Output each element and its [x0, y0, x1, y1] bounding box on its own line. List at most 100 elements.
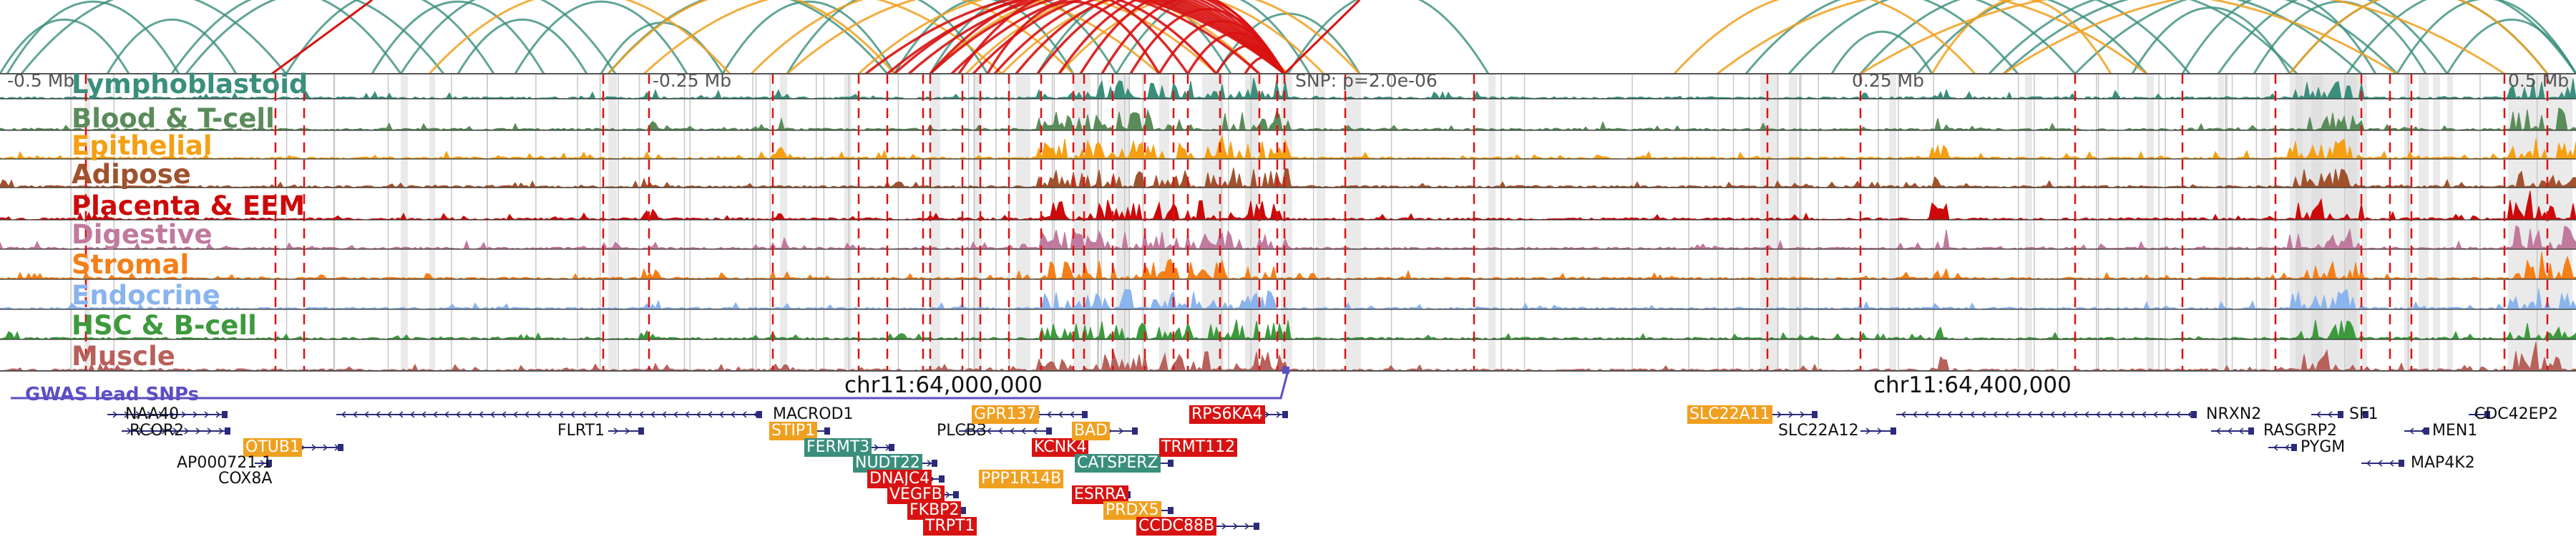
gene-chevron — [467, 411, 472, 418]
gene-men1[interactable]: MEN1 — [2432, 422, 2478, 440]
gene-chevron — [650, 411, 655, 418]
gene-exon — [960, 507, 966, 514]
gene-chevron — [478, 411, 484, 418]
interaction-arc-orange — [1058, 0, 1361, 75]
gene-models — [107, 411, 2490, 530]
gene-chevron — [1777, 411, 1782, 418]
shaded-region — [2361, 74, 2367, 371]
gene-slc22a12[interactable]: SLC22A12 — [1778, 422, 1859, 440]
gene-flrt1[interactable]: FLRT1 — [557, 422, 605, 440]
signal-track — [0, 289, 2576, 311]
gene-ppp1r14b[interactable]: PPP1R14B — [979, 470, 1064, 488]
shaded-region — [2433, 74, 2440, 371]
gene-pygm[interactable]: PYGM — [2301, 438, 2346, 456]
interaction-arc-red — [864, 0, 1286, 75]
gene-chevron — [398, 411, 404, 418]
gene-chevron — [127, 427, 132, 435]
track-label-adipose: Adipose — [72, 159, 191, 190]
gene-fermt3[interactable]: FERMT3 — [804, 438, 872, 457]
shaded-region — [429, 74, 435, 371]
gene-chevron — [409, 411, 415, 418]
gene-chevron — [524, 411, 530, 418]
gene-chevron — [696, 411, 701, 418]
gene-chevron — [1264, 411, 1270, 418]
gene-chevron — [615, 411, 621, 418]
interaction-arc-orange — [2288, 0, 2549, 74]
gene-chevron — [753, 411, 758, 418]
gene-gpr137[interactable]: GPR137 — [972, 405, 1039, 424]
gene-bad[interactable]: BAD — [1072, 422, 1111, 440]
shaded-region — [844, 74, 852, 371]
axis-tick-minus-0-5: -0.5 Mb — [7, 70, 75, 91]
locus-label-left: chr11:64,000,000 — [844, 372, 1043, 398]
interaction-arc-teal — [1859, 0, 2148, 74]
snp-lines — [84, 74, 2549, 371]
gene-prdx5[interactable]: PRDX5 — [1103, 501, 1161, 520]
gene-chevron — [341, 411, 346, 418]
gene-chevron — [535, 411, 541, 418]
gene-chevron — [2026, 411, 2032, 418]
gene-chevron — [963, 427, 969, 435]
gene-chevron — [975, 427, 980, 435]
gene-stip1[interactable]: STIP1 — [769, 422, 818, 440]
gene-chevron — [311, 444, 317, 451]
gene-chevron — [997, 427, 1003, 435]
gene-chevron — [195, 427, 201, 435]
gene-cox8a[interactable]: COX8A — [218, 470, 273, 488]
signal-track — [0, 225, 2576, 250]
gene-rcor2[interactable]: RCOR2 — [130, 422, 185, 440]
gene-fkbp2[interactable]: FKBP2 — [907, 501, 962, 520]
gene-ap000721-1[interactable]: AP000721.1 — [177, 454, 273, 472]
shaded-region — [401, 74, 408, 371]
gene-naa40[interactable]: NAA40 — [125, 405, 180, 423]
interaction-arc-orange — [1860, 0, 2398, 75]
gene-chevron — [1244, 523, 1250, 530]
gene-trmt112[interactable]: TRMT112 — [1159, 438, 1238, 457]
gene-rasgrp2[interactable]: RASGRP2 — [2263, 422, 2338, 440]
gene-chevron — [2377, 460, 2383, 467]
shaded-region — [1789, 74, 1797, 371]
shaded-region — [2218, 74, 2224, 371]
interaction-arc-orange — [750, 0, 1075, 75]
interaction-arc-teal — [1787, 0, 2077, 74]
gene-chevron — [1032, 427, 1038, 435]
gene-nudt22[interactable]: NUDT22 — [853, 454, 922, 473]
gene-chevron — [1958, 411, 1963, 418]
gene-slc22a11[interactable]: SLC22A11 — [1687, 405, 1772, 424]
gene-dnajc4[interactable]: DNAJC4 — [867, 470, 932, 488]
gene-chevron — [2049, 411, 2055, 418]
gene-chevron — [927, 460, 932, 467]
gene-esrra[interactable]: ESRRA — [1072, 485, 1128, 504]
gene-chevron — [1800, 411, 1805, 418]
gene-chevron — [260, 460, 265, 467]
gene-chevron — [2164, 411, 2170, 418]
gene-chevron — [2409, 427, 2414, 435]
gene-exon — [2191, 411, 2197, 418]
gene-chevron — [874, 444, 879, 451]
gene-chevron — [2316, 411, 2321, 418]
gene-trpt1[interactable]: TRPT1 — [923, 517, 977, 536]
gene-chevron — [455, 411, 461, 418]
gene-sf1[interactable]: SF1 — [2349, 405, 2379, 423]
gene-catsperz[interactable]: CATSPERZ — [1075, 454, 1161, 473]
gene-map4k2[interactable]: MAP4K2 — [2411, 454, 2475, 472]
shaded-region — [930, 74, 940, 371]
gene-chevron — [627, 411, 633, 418]
gene-chevron — [945, 491, 951, 498]
gene-chevron — [2004, 411, 2009, 418]
gene-kcnk4[interactable]: KCNK4 — [1032, 438, 1089, 457]
gene-rps6ka4[interactable]: RPS6KA4 — [1189, 405, 1265, 424]
gene-macrod1[interactable]: MACROD1 — [773, 405, 854, 423]
axis-tick-0-5: 0.5 Mb — [2508, 70, 2570, 91]
gene-vegfb[interactable]: VEGFB — [887, 485, 945, 504]
gene-exon — [1168, 460, 1174, 467]
gene-chevron — [625, 427, 630, 435]
gene-plcb3[interactable]: PLCB3 — [937, 422, 987, 440]
gene-cdc42ep2[interactable]: CDC42EP2 — [2474, 405, 2558, 423]
interaction-arc-teal — [185, 0, 445, 74]
interaction-arc-teal — [2074, 0, 2399, 75]
signal-track — [0, 135, 2576, 160]
gene-nrxn2[interactable]: NRXN2 — [2206, 405, 2262, 423]
gene-otub1[interactable]: OTUB1 — [243, 438, 302, 457]
gene-ccdc88b[interactable]: CCDC88B — [1136, 517, 1217, 536]
